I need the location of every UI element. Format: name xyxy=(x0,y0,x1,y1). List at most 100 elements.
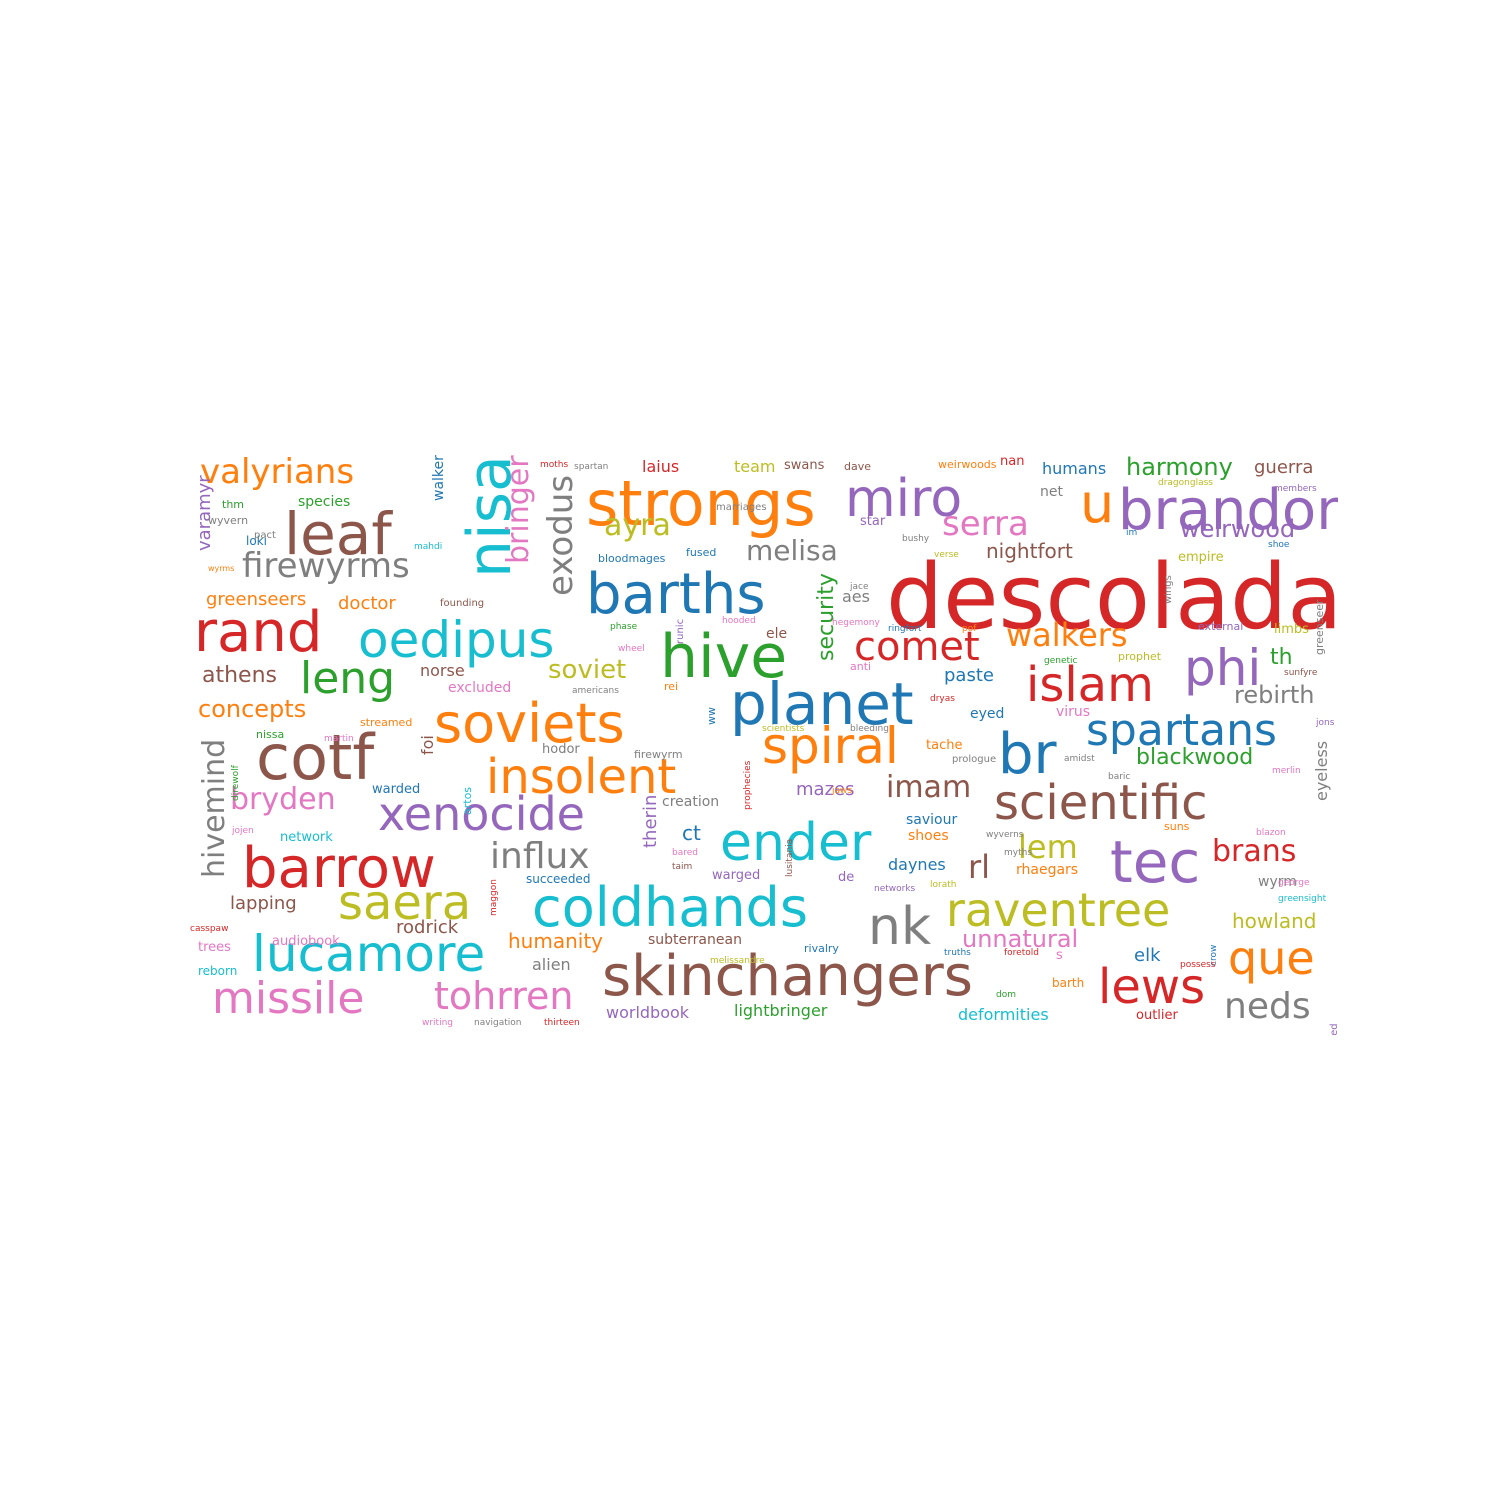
cloud-word: swans xyxy=(784,458,825,473)
cloud-word: scientists xyxy=(762,724,805,734)
cloud-word: concepts xyxy=(198,695,307,723)
cloud-word: lews xyxy=(1098,959,1206,1015)
cloud-word: bared xyxy=(672,848,698,858)
cloud-word: humans xyxy=(1042,459,1107,478)
cloud-word: wyvern xyxy=(208,514,249,527)
cloud-word: jojen xyxy=(232,826,254,836)
cloud-word: oedipus xyxy=(358,611,555,669)
cloud-word: eyeless xyxy=(1312,740,1331,801)
cloud-word: scientific xyxy=(994,775,1208,831)
cloud-word: u xyxy=(1080,472,1115,535)
cloud-word: rebirth xyxy=(1234,681,1315,709)
cloud-word: valyrians xyxy=(200,455,355,492)
cloud-word: worldbook xyxy=(606,1003,690,1022)
cloud-word: phi xyxy=(1184,639,1262,697)
cloud-word: possess xyxy=(1180,960,1216,970)
cloud-word: firewyrms xyxy=(242,546,410,586)
cloud-word: tache xyxy=(926,738,963,753)
cloud-word: rodrick xyxy=(396,917,459,938)
cloud-word: barths xyxy=(586,562,766,627)
cloud-word: blazon xyxy=(1256,828,1286,838)
cloud-word: wyrms xyxy=(208,564,235,573)
cloud-word: prophet xyxy=(1118,650,1162,663)
cloud-word: thirteen xyxy=(544,1018,580,1028)
cloud-word: wyrm xyxy=(1258,874,1297,890)
cloud-word: moths xyxy=(540,460,569,470)
cloud-word: im xyxy=(1126,528,1138,538)
cloud-word: doctor xyxy=(338,593,396,614)
cloud-word: greensight xyxy=(1278,894,1327,904)
cloud-word: navigation xyxy=(474,1018,522,1028)
cloud-word: direwolf xyxy=(231,765,241,801)
cloud-word: wheel xyxy=(618,644,645,654)
cloud-word: pof xyxy=(962,624,977,634)
cloud-word: trees xyxy=(198,940,231,955)
cloud-word: ender xyxy=(720,813,872,873)
cloud-word: warded xyxy=(372,782,421,797)
cloud-word: planet xyxy=(730,670,914,738)
cloud-word: bringer xyxy=(501,455,536,564)
cloud-word: myths xyxy=(1004,848,1033,858)
cloud-word: team xyxy=(734,457,776,476)
cloud-word: deformities xyxy=(958,1005,1049,1024)
cloud-word: maggon xyxy=(489,879,499,916)
cloud-word: pact xyxy=(254,530,276,541)
cloud-word: loki xyxy=(246,534,267,548)
cloud-word: baric xyxy=(1108,772,1131,782)
cloud-word: alien xyxy=(532,955,571,974)
cloud-word: amidst xyxy=(1064,754,1095,764)
cloud-word: dryas xyxy=(930,694,955,704)
cloud-word: lapping xyxy=(230,893,297,914)
cloud-word: streamed xyxy=(360,716,413,729)
cloud-word: laius xyxy=(642,457,680,476)
cloud-word: tohrren xyxy=(434,974,574,1018)
cloud-word: br xyxy=(998,722,1057,787)
cloud-word: bleeding xyxy=(850,724,889,734)
cloud-word: prologue xyxy=(952,754,997,765)
cloud-word: shoes xyxy=(908,828,949,844)
cloud-word: networks xyxy=(874,884,916,894)
cloud-word: shoe xyxy=(1268,540,1290,550)
cloud-word: phase xyxy=(610,622,638,632)
cloud-word: islam xyxy=(1026,657,1154,713)
cloud-word: fused xyxy=(686,546,717,559)
cloud-word: ct xyxy=(682,821,701,845)
cloud-word: merlin xyxy=(1272,766,1301,776)
cloud-word: nightfort xyxy=(986,539,1073,563)
cloud-word: mazes xyxy=(796,779,855,800)
cloud-word: anti xyxy=(850,660,872,673)
cloud-word: exodus xyxy=(541,474,581,596)
cloud-word: nan xyxy=(1000,455,1025,469)
cloud-word: dave xyxy=(844,460,872,473)
cloud-word: miro xyxy=(845,469,963,529)
cloud-word: paste xyxy=(944,665,994,686)
cloud-word: jons xyxy=(1316,718,1335,728)
cloud-word: insolent xyxy=(486,749,677,805)
cloud-word: soviets xyxy=(434,692,625,755)
cloud-word: saviour xyxy=(906,812,958,828)
cloud-word: rhaegars xyxy=(1016,862,1079,878)
cloud-word: foi xyxy=(418,735,437,755)
cloud-word: jaws xyxy=(832,786,853,796)
cloud-word: martin xyxy=(324,734,354,744)
cloud-word: guerra xyxy=(1254,457,1314,478)
cloud-word: spartan xyxy=(574,462,609,472)
cloud-word: wyverns xyxy=(986,830,1024,840)
cloud-word: walker xyxy=(431,455,447,501)
cloud-word: predestined xyxy=(1329,1023,1338,1035)
cloud-word: hegemony xyxy=(832,618,880,628)
cloud-word: dragonglass xyxy=(1158,478,1213,488)
cloud-word: suns xyxy=(1164,820,1190,833)
cloud-word: founding xyxy=(440,598,485,609)
cloud-word: sunfyre xyxy=(1284,668,1318,678)
cloud-word: external xyxy=(1198,620,1244,633)
cloud-word: runic xyxy=(675,618,686,644)
cloud-word: neds xyxy=(1224,986,1311,1027)
cloud-word: comet xyxy=(854,624,980,670)
cloud-word: bloodmages xyxy=(598,552,666,565)
cloud-word: soviet xyxy=(548,655,627,685)
cloud-word: lucamore xyxy=(252,925,486,983)
cloud-word: mahdi xyxy=(414,542,443,552)
cloud-word: reborn xyxy=(198,964,238,978)
cloud-word: jace xyxy=(850,582,869,592)
